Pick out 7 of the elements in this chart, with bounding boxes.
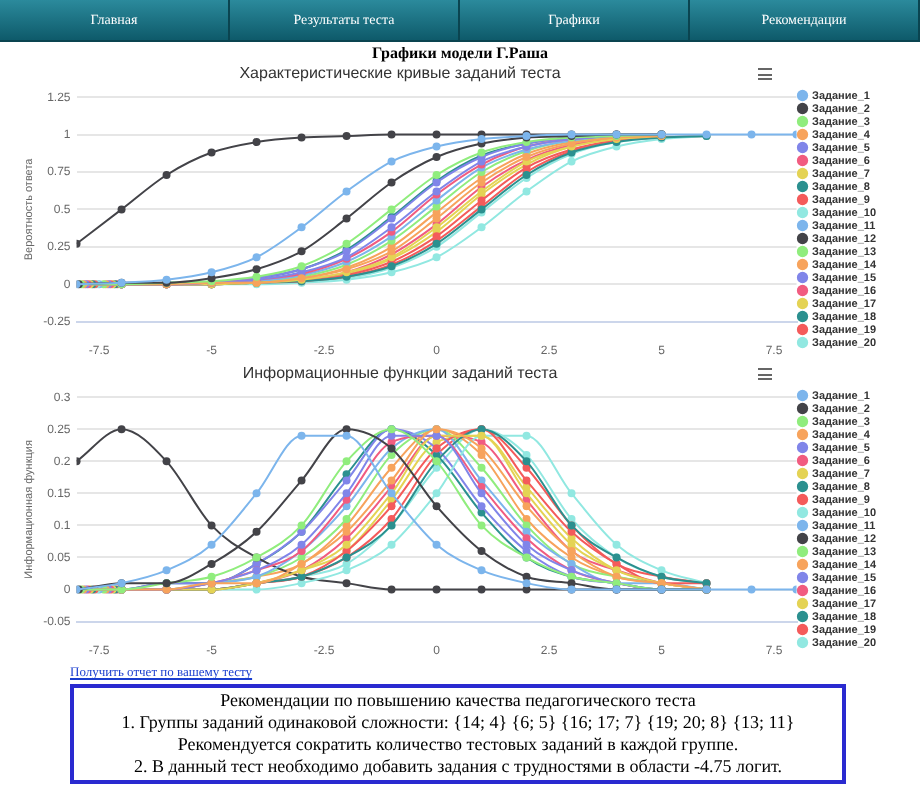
chart-title: Информационные функции заданий теста — [240, 364, 560, 384]
text: Рекомендуется сократить количество тестовых заданий в каждой группе. — [175, 734, 741, 756]
chart-title: Характеристические кривые заданий теста — [237, 64, 563, 84]
text: 1. Группы заданий одинаковой сложности: {14; 4} {6; 5} {16; 17; 7} {19; 20; 8} {13; 11} — [119, 712, 797, 734]
text: Графики модели Г.Раша — [369, 44, 551, 64]
text: Рекомендации по повышению качества педагогического теста — [218, 690, 698, 712]
text: 2. В данный тест необходимо добавить задания с трудностями в области -4.75 логит. — [131, 756, 785, 778]
